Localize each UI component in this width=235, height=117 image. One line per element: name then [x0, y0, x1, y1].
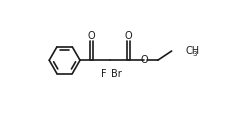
Text: O: O	[141, 55, 149, 65]
Text: 3: 3	[192, 51, 197, 57]
Text: O: O	[88, 31, 95, 41]
Text: F: F	[101, 69, 107, 79]
Text: O: O	[125, 31, 132, 41]
Text: CH: CH	[185, 46, 200, 56]
Text: Br: Br	[111, 69, 121, 79]
